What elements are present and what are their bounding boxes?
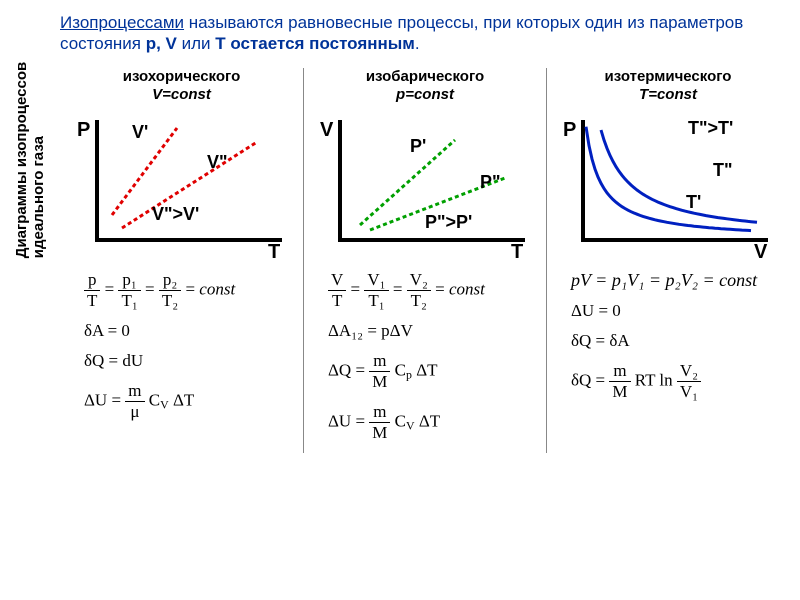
- col-title: изохорическогоV=const: [66, 68, 297, 104]
- svg-text:P: P: [563, 119, 576, 141]
- svg-text:T: T: [511, 241, 523, 260]
- header-b2: T остается постоянным: [215, 34, 415, 53]
- svg-text:T: T: [268, 241, 280, 260]
- column-1: изобарическогоp=const V T P' P" P">P' VT = V₁T…: [303, 68, 546, 453]
- equations-0: pT = p₁T₁ = p₂T₂ = constδA = 0δQ = dUΔU …: [66, 270, 297, 422]
- column-0: изохорическогоV=const P T V' V" V">V' pT = p₁T…: [60, 68, 303, 453]
- svg-text:P">P': P">P': [425, 212, 472, 232]
- svg-text:P: P: [77, 119, 90, 141]
- svg-text:T">T': T">T': [688, 118, 733, 138]
- svg-text:P": P": [480, 172, 501, 192]
- svg-text:V': V': [132, 122, 148, 142]
- chart-1: V T P' P" P">P': [315, 110, 535, 260]
- header-end: .: [415, 34, 420, 53]
- svg-text:V">V': V">V': [152, 204, 199, 224]
- header-definition: Изопроцессами называются равновесные про…: [60, 12, 780, 55]
- vtitle-line2: идеального газа: [30, 136, 47, 258]
- chart-2: P V T">T' T" T': [558, 110, 778, 260]
- svg-text:T': T': [686, 192, 701, 212]
- svg-text:P': P': [410, 136, 426, 156]
- header-b1: p, V: [146, 34, 177, 53]
- svg-text:T": T": [713, 160, 733, 180]
- column-2: изотермическогоT=const P V T">T' T" T' pV = p₁…: [546, 68, 789, 453]
- header-mid: или: [177, 34, 215, 53]
- equations-2: pV = p₁V₁ = p₂V₂ = constΔU = 0δQ = δAδQ …: [553, 270, 783, 402]
- svg-text:V: V: [754, 241, 768, 260]
- col-title: изобарическогоp=const: [310, 68, 540, 104]
- header-term: Изопроцессами: [60, 13, 184, 32]
- vtitle-line1: Диаграммы изопроцессов: [13, 62, 30, 258]
- columns-container: изохорическогоV=const P T V' V" V">V' pT = p₁T…: [60, 68, 790, 453]
- equations-1: VT = V₁T₁ = V₂T₂ = constΔA₁₂ = pΔVΔQ = m…: [310, 270, 540, 443]
- chart-0: P T V' V" V">V': [72, 110, 292, 260]
- svg-text:V": V": [207, 152, 228, 172]
- col-title: изотермическогоT=const: [553, 68, 783, 104]
- svg-text:V: V: [320, 119, 334, 141]
- vertical-title: Диаграммы изопроцессов идеального газа: [13, 62, 47, 258]
